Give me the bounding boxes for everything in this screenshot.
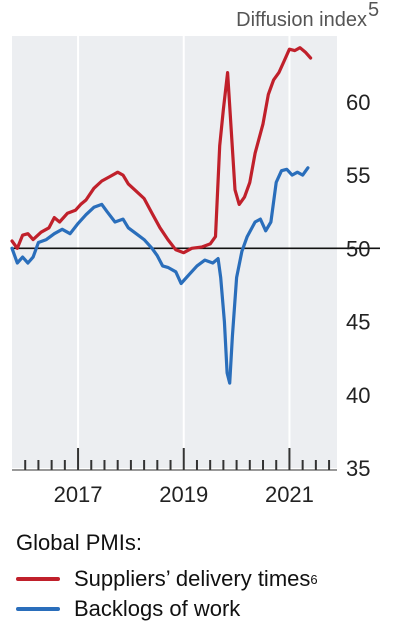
series-line-delivery-times bbox=[10, 46, 313, 255]
chart: 2017 2019 2021 35 40 45 50 55 60 Diffusion inde… bbox=[10, 0, 380, 507]
y-tick-label-35: 35 bbox=[346, 456, 370, 481]
legend-label-delivery-times: Suppliers’ delivery times bbox=[74, 566, 311, 591]
y-tick-label-45: 45 bbox=[346, 310, 370, 335]
legend-label-backlogs: Backlogs of work bbox=[74, 596, 241, 621]
y-tick-label-60: 60 bbox=[346, 90, 370, 115]
y-tick-label-55: 55 bbox=[346, 163, 370, 188]
x-tick-label-2017: 2017 bbox=[54, 482, 103, 507]
y-tick-label-50: 50 bbox=[346, 236, 370, 261]
series-layer bbox=[10, 46, 313, 385]
legend-item-delivery-times: Suppliers’ delivery times 6 bbox=[16, 564, 386, 594]
plot-background bbox=[12, 36, 337, 468]
legend-item-backlogs: Backlogs of work bbox=[16, 594, 386, 624]
legend-swatch-backlogs bbox=[16, 607, 60, 611]
legend-title: Global PMIs: bbox=[16, 530, 142, 555]
x-tick-label-2019: 2019 bbox=[159, 482, 208, 507]
legend: Global PMIs: Suppliers’ delivery times 6 … bbox=[16, 530, 386, 624]
series-line-backlogs bbox=[10, 166, 310, 385]
legend-note-delivery-times: 6 bbox=[310, 571, 318, 587]
x-ticks-layer: 2017 2019 2021 bbox=[12, 448, 337, 507]
legend-swatch-delivery-times bbox=[16, 577, 60, 581]
x-tick-label-2021: 2021 bbox=[265, 482, 314, 507]
y-axis-unit-note: 5 bbox=[368, 0, 379, 21]
y-axis-unit-label: Diffusion index bbox=[236, 9, 367, 31]
y-ticks-layer: 35 40 45 50 55 60 bbox=[346, 90, 370, 481]
y-tick-label-40: 40 bbox=[346, 383, 370, 408]
